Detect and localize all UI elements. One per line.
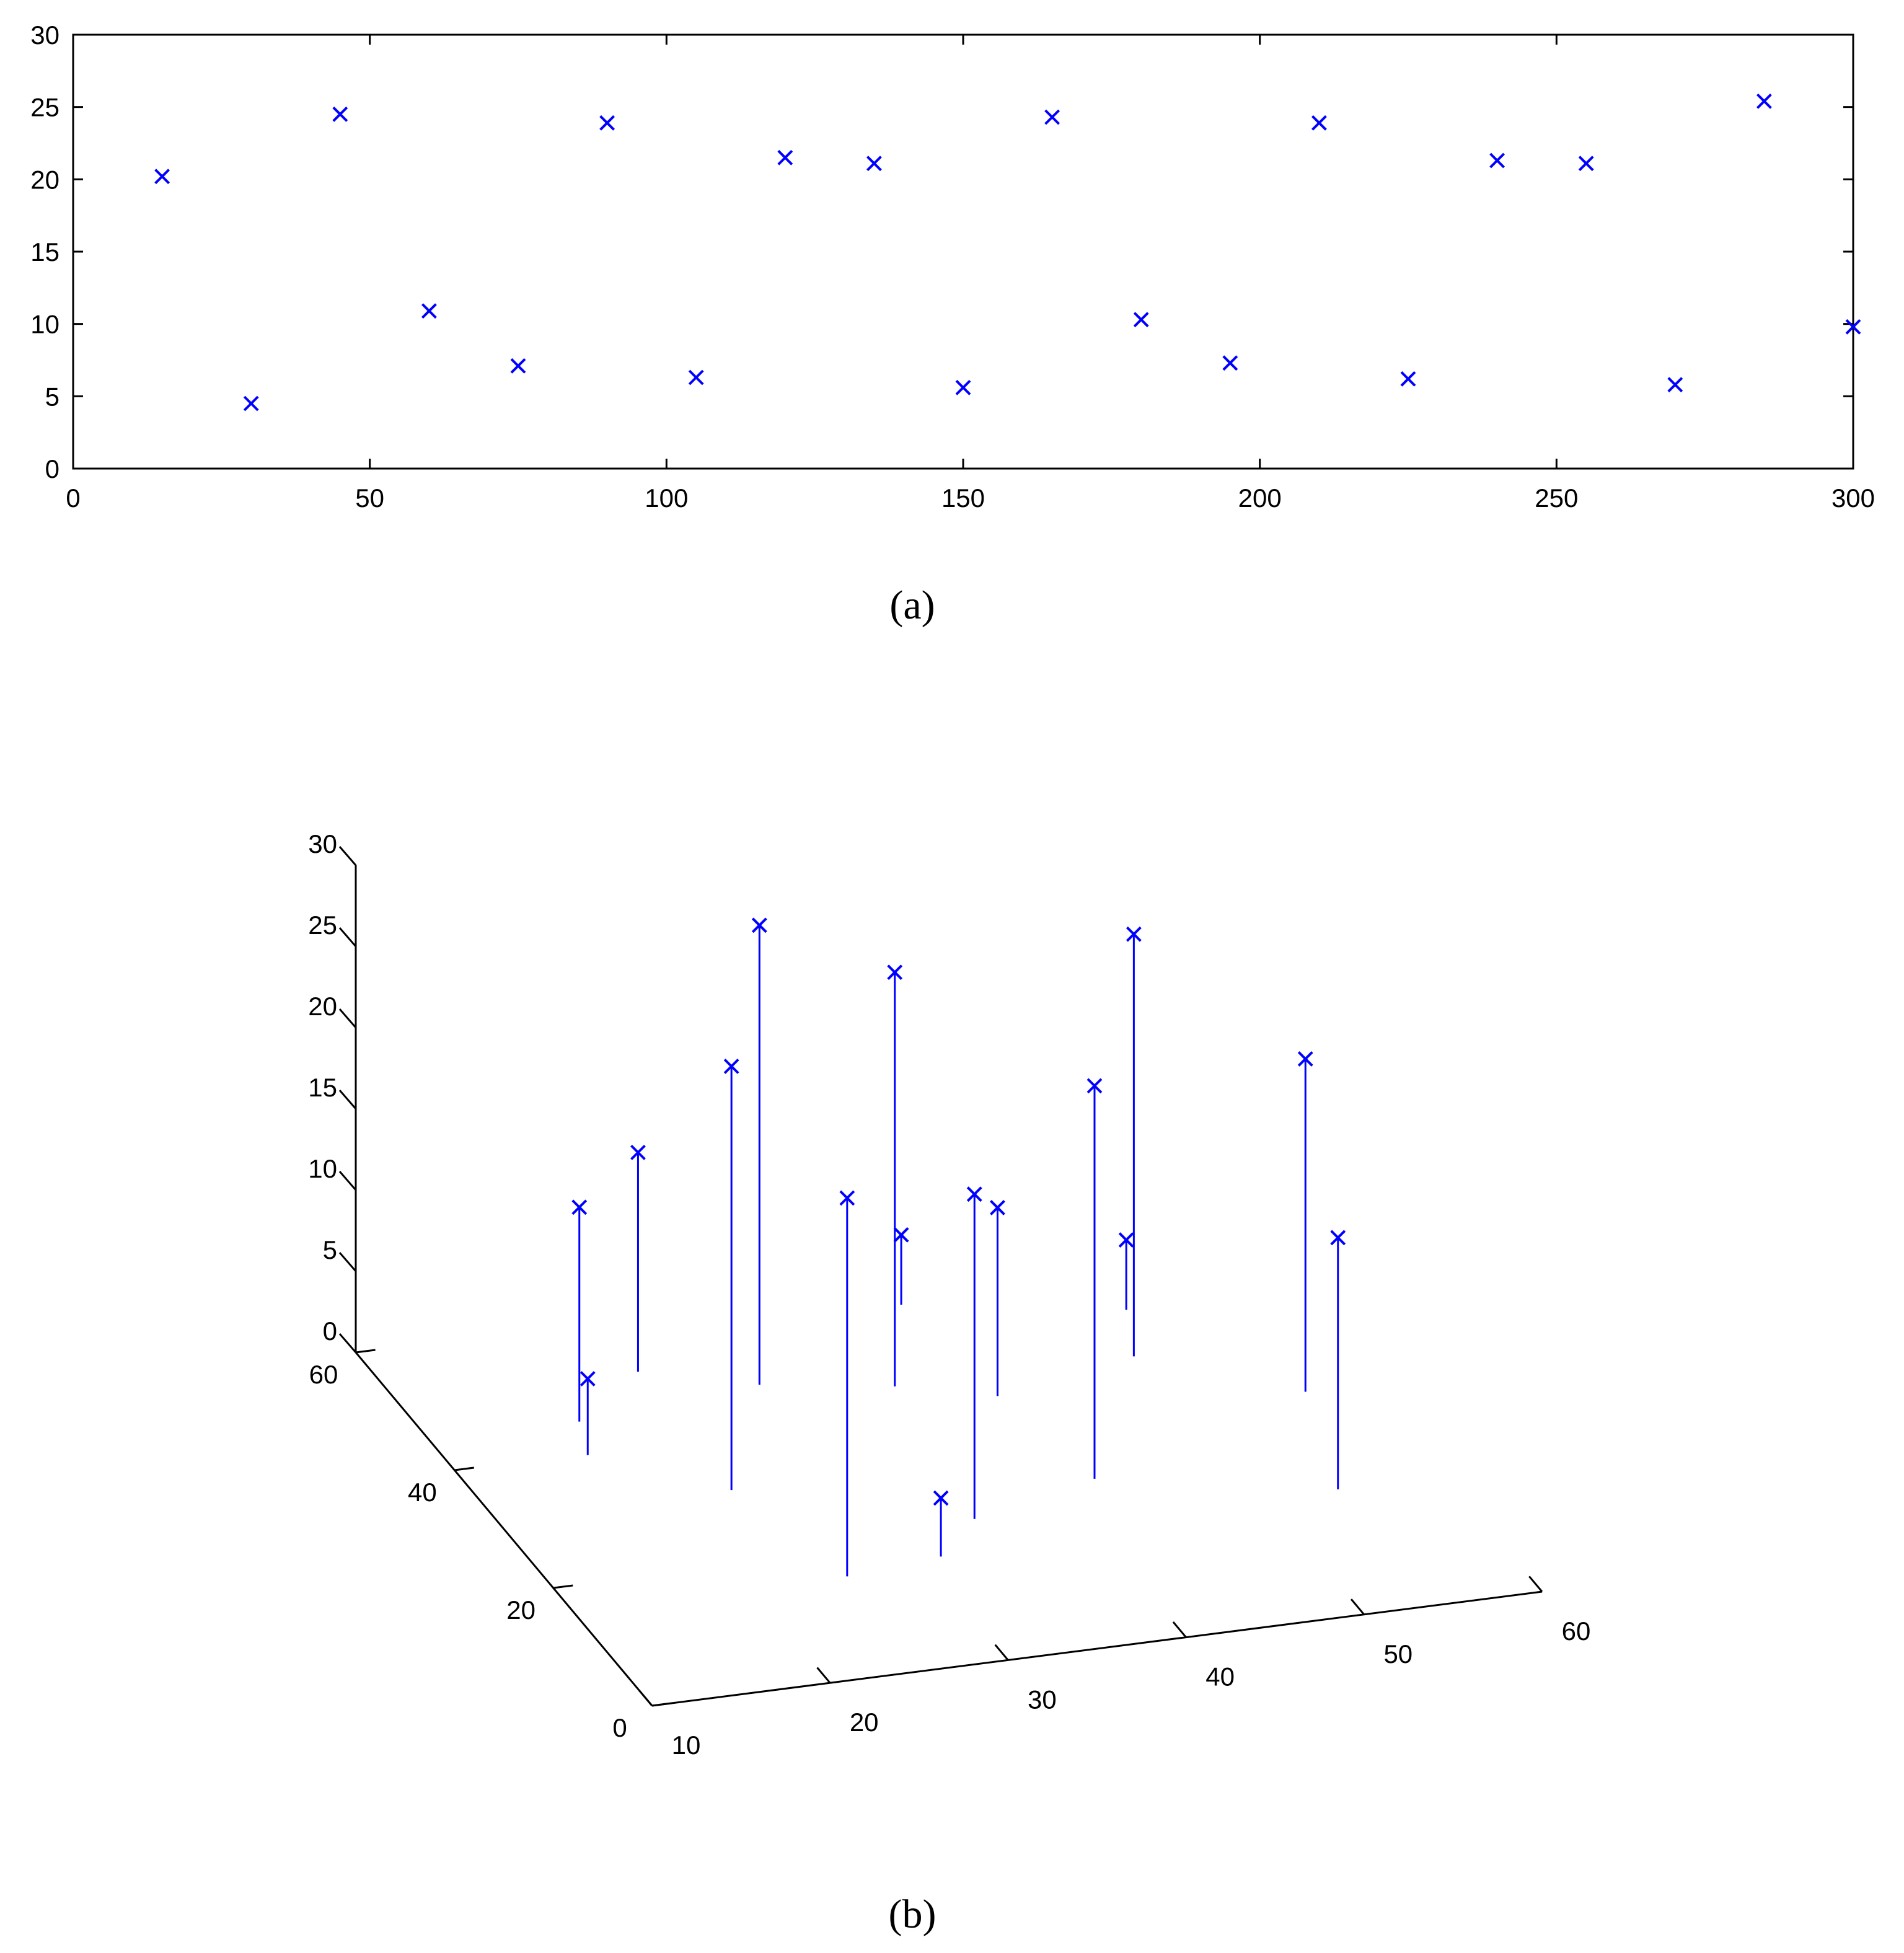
z-tick-diag-b <box>338 927 357 947</box>
data-point-a <box>1400 371 1416 387</box>
x-tick-label-a: 0 <box>66 483 80 513</box>
x-axis-b <box>651 1590 1543 1707</box>
z-tick-diag-b <box>338 1252 357 1272</box>
y-tick-label-b: 0 <box>612 1713 627 1742</box>
x-tick-b <box>638 1690 653 1706</box>
z-tick-diag-b <box>338 1090 357 1109</box>
x-tick-label-b: 30 <box>1028 1685 1057 1714</box>
z-tick-label-b: 25 <box>308 910 337 940</box>
z-tick-label-b: 15 <box>308 1073 337 1102</box>
x-tick-label-b: 20 <box>850 1708 879 1737</box>
z-tick-label-b: 30 <box>308 829 337 858</box>
z-tick-diag-b <box>338 1171 357 1191</box>
x-tick-b <box>1528 1576 1543 1592</box>
x-tick-label-a: 250 <box>1535 483 1578 513</box>
y-tick-label-b: 60 <box>309 1360 338 1389</box>
data-point-a <box>777 149 793 165</box>
y-tick-b <box>454 1466 475 1471</box>
y-tick-label-b: 20 <box>506 1595 536 1625</box>
data-point-a <box>243 395 259 412</box>
data-point-a <box>154 169 170 185</box>
y-tick-label-a: 10 <box>30 310 60 339</box>
x-tick-b <box>1172 1621 1187 1638</box>
data-point-b <box>990 1200 1005 1215</box>
data-point-a <box>421 303 437 319</box>
data-point-b <box>1118 1232 1134 1248</box>
z-tick-label-b: 10 <box>308 1154 337 1183</box>
z-tick-diag-b <box>338 1008 357 1028</box>
z-tick-label-b: 0 <box>323 1316 337 1346</box>
x-tick-label-b: 60 <box>1562 1616 1591 1646</box>
chart-a: 0 50 100 150 200 250 300 0 5 10 15 20 25 30 <box>30 20 1875 513</box>
data-point-b <box>887 964 903 981</box>
y-tick-label-a: 15 <box>30 237 60 267</box>
z-tick-label-b: 20 <box>308 992 337 1021</box>
data-point-a <box>510 358 526 374</box>
y-tick-b <box>651 1702 672 1707</box>
data-point-b <box>1330 1230 1346 1246</box>
data-point-b <box>571 1199 588 1215</box>
data-point-a <box>1311 115 1327 131</box>
data-point-a <box>1133 312 1149 328</box>
data-point-a <box>955 379 971 395</box>
x-tick-label-b: 10 <box>672 1730 701 1760</box>
data-point-a <box>1845 319 1861 335</box>
z-tick-diag-b <box>338 1333 357 1353</box>
x-tick-b <box>816 1667 831 1684</box>
data-point-a <box>1489 152 1505 169</box>
data-point-b <box>723 1058 739 1074</box>
data-point-b <box>933 1490 949 1506</box>
data-point-b <box>966 1186 982 1202</box>
y-tick-label-b: 40 <box>408 1478 437 1507</box>
x-tick-label-a: 100 <box>645 483 688 513</box>
data-point-b <box>893 1227 909 1243</box>
y-tick-label-a: 20 <box>30 165 60 194</box>
data-point-a <box>1667 377 1683 393</box>
z-tick-diag-b <box>338 846 357 866</box>
chart-b: 10 20 30 40 50 60 0 20 40 60 0 5 10 15 20 25 30 <box>308 829 1590 1760</box>
data-point-a <box>1044 109 1060 125</box>
z-tick-label-b: 5 <box>323 1235 337 1264</box>
x-tick-label-b: 40 <box>1205 1662 1235 1691</box>
x-tick-label-b: 50 <box>1383 1639 1413 1669</box>
y-tick-label-a: 0 <box>45 454 60 483</box>
data-point-a <box>599 115 615 131</box>
data-point-a <box>1756 93 1772 109</box>
data-point-a <box>1578 156 1594 172</box>
x-tick-label-a: 300 <box>1831 483 1875 513</box>
x-tick-b <box>994 1644 1009 1661</box>
data-point-b <box>1126 926 1142 942</box>
y-tick-b <box>553 1584 573 1589</box>
y-tick-label-a: 30 <box>30 20 60 50</box>
data-point-a <box>866 156 882 172</box>
data-point-a <box>332 106 348 122</box>
data-point-b <box>839 1190 855 1206</box>
x-tick-label-a: 150 <box>941 483 985 513</box>
caption-a: (a) <box>889 583 935 628</box>
x-tick-label-a: 200 <box>1238 483 1282 513</box>
y-axis-b <box>355 1352 653 1706</box>
data-point-b <box>1297 1051 1313 1067</box>
x-tick-label-a: 50 <box>355 483 384 513</box>
data-point-b <box>751 917 767 933</box>
caption-b: (b) <box>889 1892 937 1937</box>
data-point-b <box>580 1371 596 1386</box>
y-tick-label-a: 25 <box>30 93 60 122</box>
y-tick-b <box>355 1349 376 1354</box>
data-point-a <box>688 369 704 386</box>
data-point-b <box>1086 1078 1103 1094</box>
y-tick-label-a: 5 <box>45 382 60 411</box>
data-point-b <box>630 1144 646 1160</box>
plot-frame-a <box>72 33 1854 470</box>
data-point-a <box>1222 355 1238 371</box>
x-tick-b <box>1350 1598 1365 1615</box>
